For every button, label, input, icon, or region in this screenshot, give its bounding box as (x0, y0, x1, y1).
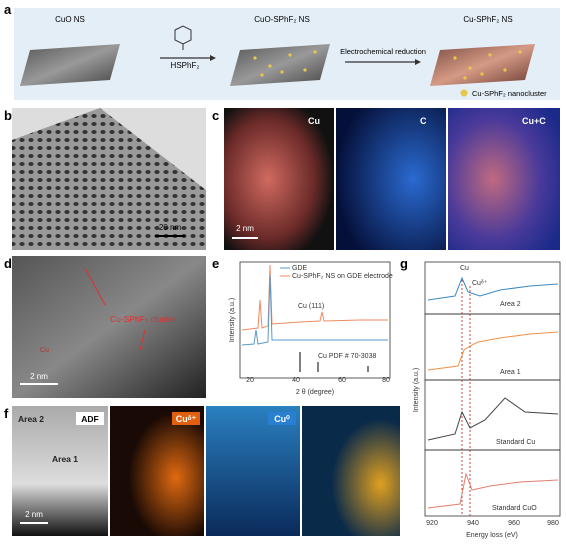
panel-label: d (4, 256, 12, 271)
map-image (448, 108, 560, 250)
reagent: HSPhF₂ (171, 61, 200, 70)
map-label: Cuᵟ⁺ (176, 414, 197, 424)
x-tick-label: 60 (338, 377, 346, 384)
annotation: Cu (40, 347, 49, 354)
legend-label: Cu-SPhF₂ nanocluster (472, 89, 547, 98)
panel-label: c (212, 108, 219, 123)
plot-frame (239, 261, 391, 379)
map-image (224, 108, 334, 250)
annotation: Cu-SPhF₂ cluster (110, 314, 176, 324)
scale-label: 20 nm (159, 223, 182, 232)
eels-trace (427, 331, 559, 371)
map-image (336, 108, 446, 250)
x-tick-label: 960 (508, 520, 520, 527)
panel-label: e (212, 256, 219, 271)
eels-trace (427, 397, 559, 441)
map-label: ADF (81, 414, 98, 424)
ref-label: Cu PDF # 70-3038 (318, 353, 376, 360)
label-box (268, 412, 296, 425)
x-axis-label: Energy loss (eV) (466, 532, 518, 539)
map-image (12, 406, 108, 536)
scale-label: 2 nm (30, 372, 48, 381)
arrow-label: Electrochemical reduction (340, 47, 426, 56)
trace-label: Standard CuO (492, 505, 537, 512)
area-label: Area 1 (52, 454, 78, 464)
xrd-trace (241, 274, 388, 346)
clusters (253, 50, 522, 97)
molecule (174, 25, 192, 50)
peak-label: Cu (460, 265, 469, 272)
step-label: CuO NS (55, 15, 85, 24)
peak-label: Cu (111) (298, 303, 324, 310)
trace-label: Area 1 (500, 369, 521, 376)
map-image (302, 406, 400, 536)
legend-label: Cu-SPhF₂ NS on GDE electrode (292, 273, 393, 280)
scale-label: 2 nm (236, 224, 254, 233)
scale-label: 2 nm (25, 510, 43, 519)
tem-sheet (12, 108, 206, 250)
panel-label: g (400, 256, 408, 271)
label-box (76, 412, 104, 425)
map-label: C (420, 116, 427, 126)
haadf-image (12, 256, 206, 398)
x-tick-label: 980 (547, 520, 559, 527)
plot-frames (424, 261, 561, 517)
map-image (110, 406, 204, 536)
x-tick-label: 40 (292, 377, 300, 384)
area-label: Area 2 (18, 414, 44, 424)
panel-label: a (4, 2, 12, 17)
map-image (206, 406, 300, 536)
trace-label: Standard Cu (496, 439, 535, 446)
x-tick-label: 80 (382, 377, 390, 384)
x-tick-label: 940 (467, 520, 479, 527)
x-tick-label: 20 (246, 377, 254, 384)
x-axis-label: 2 θ (degree) (296, 389, 334, 396)
trace-label: Area 2 (500, 301, 521, 308)
step-label: Cu-SPhF₂ NS (463, 15, 512, 24)
pointer (139, 329, 146, 351)
label-box (172, 412, 200, 425)
legend-label: GDE (292, 265, 308, 272)
map-label: Cu+C (522, 116, 546, 126)
y-axis-label: Intensity (a.u.) (413, 368, 420, 412)
arrow-head (415, 59, 421, 65)
arrow-head (210, 55, 216, 61)
y-axis-label: Intensity (a.u.) (229, 298, 236, 342)
peak-label: Cuᵟ⁺ (472, 280, 488, 287)
eels-trace (427, 472, 559, 509)
step-label: CuO-SPhF₂ NS (254, 15, 310, 24)
map-label: Cu (308, 116, 320, 126)
sheet (230, 44, 330, 86)
eels-trace (427, 276, 559, 301)
pointer (84, 267, 106, 306)
map-label: Cu⁰ (274, 414, 290, 424)
panel-label: b (4, 108, 12, 123)
x-tick-label: 920 (426, 520, 438, 527)
sheet (430, 44, 535, 86)
panel-label: f (4, 406, 9, 421)
sheet (20, 44, 120, 86)
